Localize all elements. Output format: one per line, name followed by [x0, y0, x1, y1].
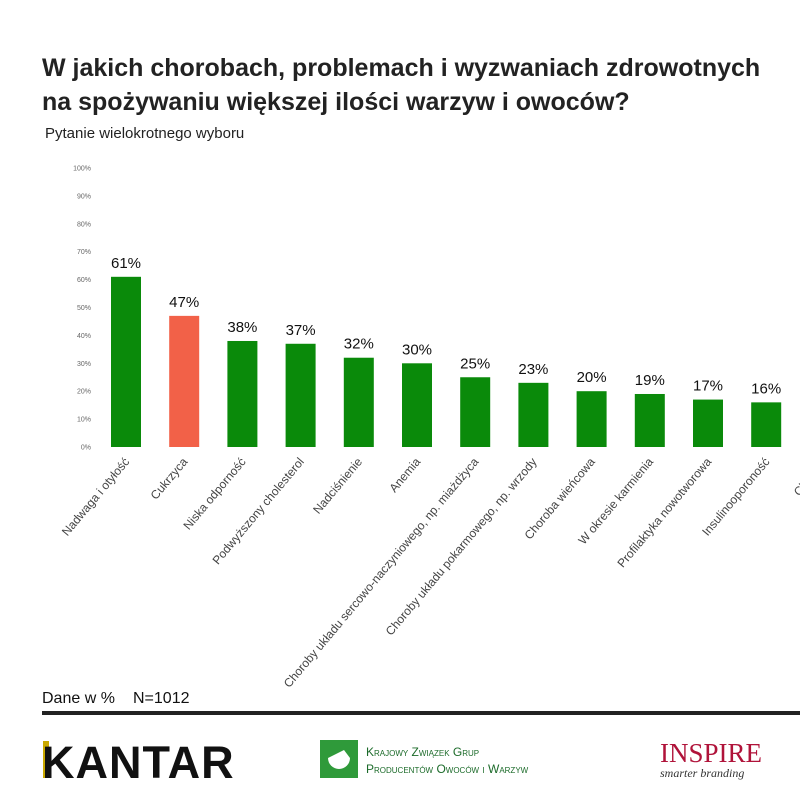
x-tick-label: Nadwaga i otyłość	[59, 455, 132, 539]
y-tick-label: 80%	[77, 221, 91, 228]
footer-sample: N=1012	[133, 690, 190, 707]
y-tick-label: 30%	[77, 361, 91, 368]
logo-inspire: INSPIRE	[660, 738, 762, 768]
x-tick-label: Niska odporność	[181, 455, 249, 532]
bar	[402, 363, 432, 447]
bar	[460, 377, 491, 447]
value-label: 25%	[460, 355, 490, 372]
bar	[693, 399, 723, 447]
x-tick-label: Choroby układu sercowo-naczyniowego, np.…	[281, 455, 482, 691]
logo-inspire-tag: smarter branding	[660, 766, 744, 780]
footer-rule	[42, 711, 800, 715]
bar	[111, 276, 141, 447]
y-tick-label: 50%	[77, 305, 91, 312]
bar	[343, 357, 374, 447]
x-tick-label: Profilaktyka nowotworowa	[614, 455, 714, 571]
chart-title: W jakich chorobach, problemach i wyzwani…	[42, 54, 760, 82]
bar	[576, 391, 607, 447]
y-tick-label: 100%	[73, 166, 91, 173]
bar	[751, 402, 782, 447]
value-label: 32%	[344, 336, 374, 353]
value-label: 20%	[577, 369, 607, 386]
y-tick-label: 20%	[77, 389, 91, 396]
y-tick-label: 70%	[77, 249, 91, 256]
bar	[285, 343, 316, 447]
bar	[518, 382, 549, 447]
x-tick-label: Nadciśnienie	[310, 455, 365, 517]
chart-subtitle: Pytanie wielokrotnego wyboru	[45, 125, 244, 142]
value-label: 30%	[402, 341, 432, 358]
value-label: 61%	[111, 255, 141, 272]
y-tick-label: 0%	[81, 445, 91, 452]
footer-note: Dane w %	[42, 690, 115, 707]
logo-kzgp-text: Producentów Owoców i Warzyw	[366, 762, 529, 776]
logo-accent	[43, 741, 49, 778]
y-tick-label: 10%	[77, 417, 91, 424]
value-label: 37%	[286, 322, 316, 339]
value-label: 47%	[169, 294, 199, 311]
bar	[227, 340, 258, 447]
logo-kantar: KANTAR	[42, 737, 235, 788]
logo-kzgp-mark	[328, 750, 350, 769]
x-tick-label: Anemia	[386, 455, 423, 495]
value-label: 16%	[751, 380, 781, 397]
bar	[169, 315, 200, 447]
value-label: 17%	[693, 378, 723, 395]
value-label: 38%	[227, 319, 257, 336]
y-tick-label: 90%	[77, 193, 91, 200]
value-label: 19%	[635, 372, 665, 389]
x-tick-label: Choroby	[791, 455, 800, 499]
y-tick-label: 40%	[77, 333, 91, 340]
bar	[634, 393, 665, 447]
value-label: 23%	[518, 361, 548, 378]
chart-title: na spożywaniu większej ilości warzyw i o…	[42, 88, 630, 116]
y-tick-label: 60%	[77, 277, 91, 284]
x-tick-label: Cukrzyca	[148, 455, 191, 503]
logo-kzgp-text: Krajowy Związek Grup	[366, 745, 479, 759]
